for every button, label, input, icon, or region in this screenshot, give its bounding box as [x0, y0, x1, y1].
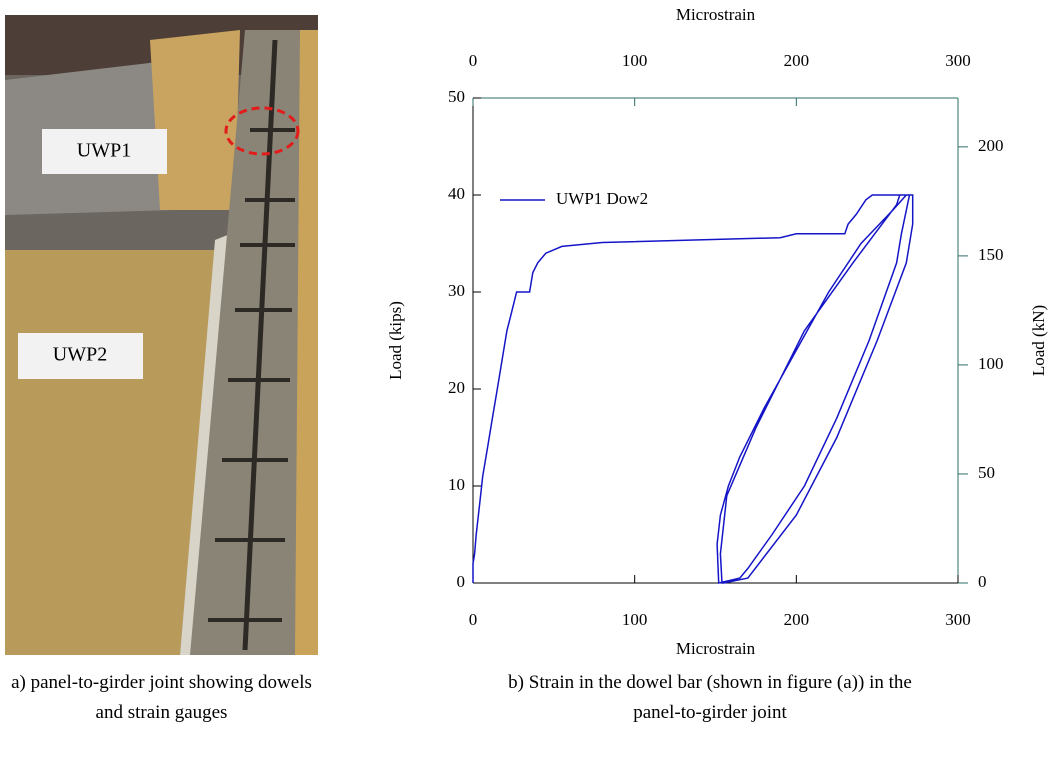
y-tick-label: 30	[448, 281, 465, 300]
photo-caption: a) panel-to-girder joint showing dowels …	[11, 672, 312, 723]
y-tick-label: 20	[448, 378, 465, 397]
legend-label: UWP1 Dow2	[556, 189, 648, 208]
x2-tick-label: 100	[622, 51, 648, 70]
y2-tick-label: 0	[978, 572, 987, 591]
x-tick-label: 100	[622, 610, 648, 629]
photo-label: UWP2	[53, 344, 107, 366]
y-tick-label: 50	[448, 87, 465, 106]
x2-tick-label: 0	[469, 51, 478, 70]
photo-label: UWP1	[77, 140, 131, 162]
y2-axis-label: Load (kN)	[1029, 305, 1048, 376]
x-tick-label: 200	[784, 610, 810, 629]
y-tick-label: 40	[448, 184, 465, 203]
y-tick-label: 10	[448, 475, 465, 494]
x2-tick-label: 300	[945, 51, 971, 70]
x2-axis-label: Microstrain	[676, 5, 756, 24]
y2-tick-label: 200	[978, 136, 1004, 155]
data-line	[472, 194, 914, 584]
x-axis-label: Microstrain	[676, 639, 756, 658]
photo: UWP1 UWP2	[5, 15, 318, 655]
y-axis-label: Load (kips)	[386, 301, 405, 380]
chart-caption: b) Strain in the dowel bar (shown in fig…	[508, 672, 912, 723]
y2-tick-label: 150	[978, 245, 1004, 264]
y2-tick-label: 100	[978, 354, 1004, 373]
x2-tick-label: 200	[784, 51, 810, 70]
y2-tick-label: 50	[978, 463, 995, 482]
x-tick-label: 0	[469, 610, 478, 629]
x-tick-label: 300	[945, 610, 971, 629]
y-tick-label: 0	[457, 572, 466, 591]
